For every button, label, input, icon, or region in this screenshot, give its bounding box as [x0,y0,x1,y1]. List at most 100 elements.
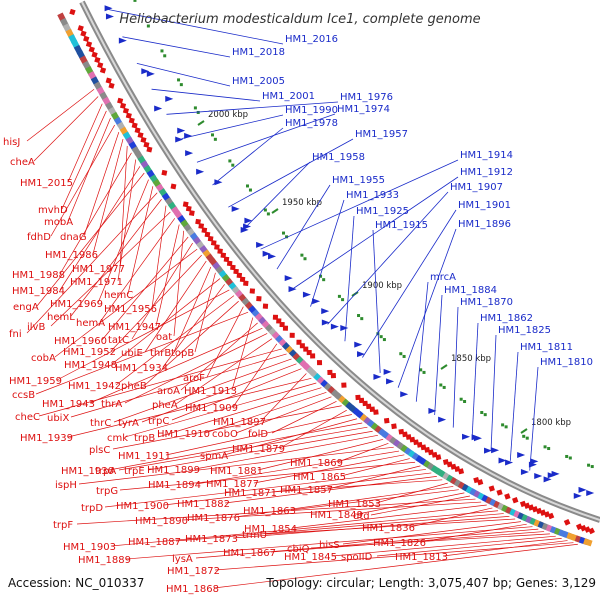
red-leader-line [119,145,128,269]
reverse-gene-label: trpC [148,416,169,427]
reverse-gene-label: HM1_1960 [54,336,107,347]
genome-backbone-highlight [81,1,600,521]
forward-strand-feature [428,407,437,414]
reverse-strand-feature [496,489,503,496]
reverse-gene-label: HM1_1959 [9,376,62,387]
red-leader-line [155,224,180,327]
reverse-gene-label: HM1_1863 [243,506,296,517]
red-leader-line [99,218,176,323]
reverse-gene-label: ccsB [12,390,35,401]
reverse-gene-label: spmA [200,451,228,462]
forward-gene-label: HM1_1811 [520,342,573,353]
forward-strand-feature [528,461,537,468]
forward-strand-feature [354,341,363,348]
reverse-strand-feature [310,353,316,359]
forward-strand-feature [462,433,471,440]
reverse-gene-label: aroA [157,386,180,397]
reverse-gene-label: trpF [53,520,73,531]
reverse-strand-feature [94,56,101,64]
red-leader-line [291,504,487,529]
reverse-strand-feature [125,112,132,119]
reverse-gene-label: HM1_1948 [64,360,117,371]
scale-tick [271,208,279,214]
red-leader-line [50,124,115,237]
reverse-gene-label: HM1_1977 [72,264,125,275]
red-leader-line [67,103,103,183]
forward-strand-feature [154,105,163,112]
reverse-strand-feature [128,117,135,124]
gc-skew-marker [422,370,426,374]
red-leader-line [206,306,244,378]
reverse-gene-label: HM1_1869 [290,458,343,469]
forward-gene-label: HM1_2016 [285,34,338,45]
reverse-gene-label: tyrA [118,418,139,429]
reverse-gene-label: cheC [15,412,40,423]
reverse-strand-feature [458,468,465,475]
reverse-strand-feature [108,82,115,89]
reverse-gene-label: HM1_1849 [310,510,363,521]
reverse-strand-feature [85,41,93,48]
forward-gene-label: HM1_1810 [540,357,593,368]
red-leader-line [165,414,352,456]
reverse-strand-feature [547,512,555,520]
reverse-gene-label: HM1_2015 [20,178,73,189]
red-leader-line [231,317,254,391]
gc-skew-marker [379,335,383,339]
reverse-gene-label: HM1_1873 [185,534,238,545]
red-leader-line [131,242,193,340]
red-leader-line [223,418,358,456]
reverse-gene-label: HM1_1969 [50,299,103,310]
reverse-strand-feature [588,527,595,535]
red-leader-line [265,518,516,535]
gc-skew-marker [357,314,361,318]
forward-gene-label: HM1_1957 [355,129,408,140]
reverse-gene-label: dnaG [60,232,87,243]
gc-skew-marker [285,235,289,239]
forward-strand-feature [175,136,184,143]
reverse-gene-label: cobA [31,353,56,364]
red-leader-line [163,472,432,506]
blue-leader-line [372,229,381,373]
reverse-gene-label: cmk [107,433,128,444]
red-leader-line [310,533,550,549]
reverse-gene-label: HM1_1930 [61,466,114,477]
gc-skew-marker [133,0,137,2]
reverse-gene-label: HM1_1857 [280,485,333,496]
forward-strand-feature [386,378,395,385]
forward-gene-label: mrcA [430,272,456,283]
reverse-gene-label: hisS [319,540,340,551]
reverse-gene-label: trpG [96,486,118,497]
forward-strand-feature [165,95,174,102]
gc-skew-marker [504,425,508,429]
reverse-strand-feature [131,122,138,129]
reverse-gene-label: plsC [89,445,110,456]
reverse-gene-label: cobO [212,429,238,440]
gc-skew-marker [266,212,270,216]
reverse-strand-feature [383,417,390,424]
scale-label: 1850 kbp [451,354,491,364]
red-leader-line [36,172,145,307]
reverse-strand-feature [198,223,205,229]
reverse-gene-label: HM1_1826 [373,538,426,549]
reverse-gene-label: mobA [44,217,73,228]
forward-strand-feature [302,291,311,298]
reverse-gene-label: pheA [152,400,178,411]
red-leader-line [340,458,410,477]
forward-strand-feature [284,275,293,282]
forward-gene-label: HM1_1862 [480,313,533,324]
reverse-gene-label: hemA [76,318,105,329]
red-leader-line [157,387,322,438]
reverse-strand-feature [316,360,323,366]
forward-strand-feature [146,70,155,77]
gc-skew-marker [360,317,364,321]
red-leader-line [376,538,562,557]
gc-skew-marker [480,411,484,415]
red-leader-line [232,343,278,408]
reverse-strand-feature [563,518,571,526]
red-leader-line [124,333,268,404]
blue-leader-line [276,184,331,270]
reverse-gene-label: pheB [121,381,147,392]
red-leader-line [442,540,568,557]
red-leader-line [337,442,389,463]
